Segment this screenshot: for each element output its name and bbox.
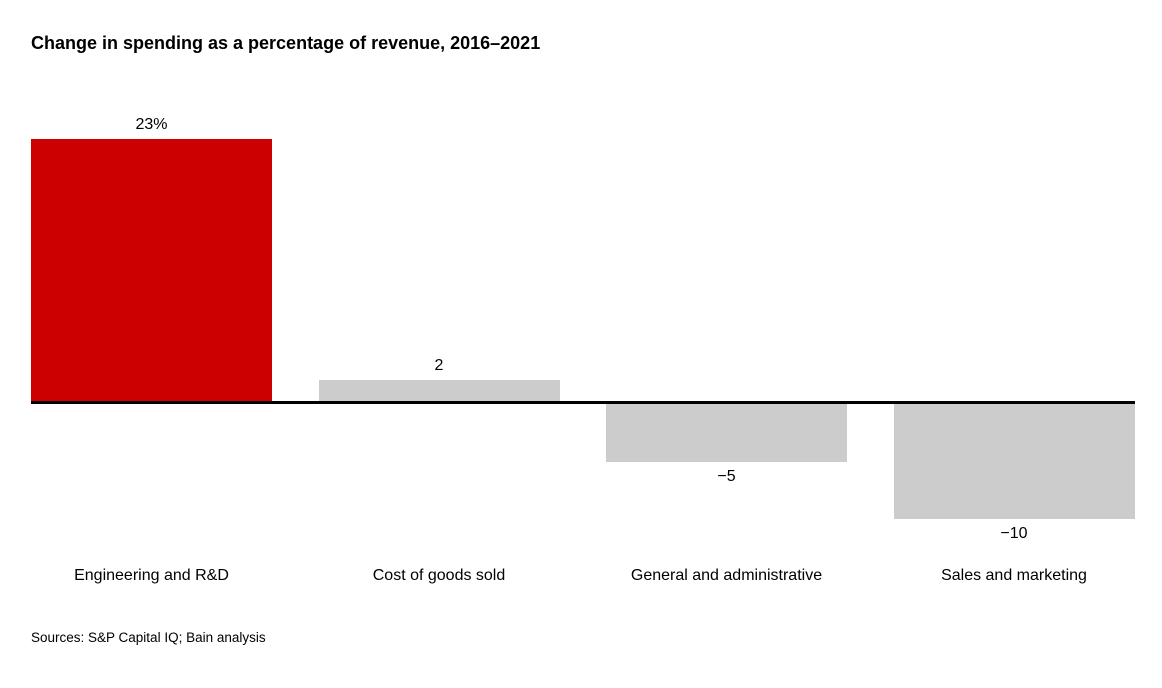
- bar-cost-of-goods-sold: [318, 380, 560, 403]
- category-label-general-and-administrative: General and administrative: [630, 567, 823, 584]
- bar-engineering-and-r-d: [31, 138, 272, 403]
- source-note: Sources: S&P Capital IQ; Bain analysis: [31, 630, 266, 645]
- category-label-cost-of-goods-sold: Cost of goods sold: [372, 567, 506, 584]
- value-label-cost-of-goods-sold: 2: [434, 357, 444, 374]
- value-label-general-and-administrative: −5: [717, 467, 736, 485]
- bar-sales-and-marketing: [893, 404, 1135, 519]
- value-label-sales-and-marketing: −10: [1000, 525, 1028, 542]
- x-axis-baseline: [31, 401, 1135, 404]
- category-label-sales-and-marketing: Sales and marketing: [941, 567, 1087, 584]
- chart-title: Change in spending as a percentage of re…: [31, 33, 541, 53]
- category-label-engineering-and-r-d: Engineering and R&D: [74, 567, 229, 584]
- bar-general-and-administrative: [606, 404, 847, 462]
- value-label-engineering-and-r-d: 23%: [135, 115, 168, 133]
